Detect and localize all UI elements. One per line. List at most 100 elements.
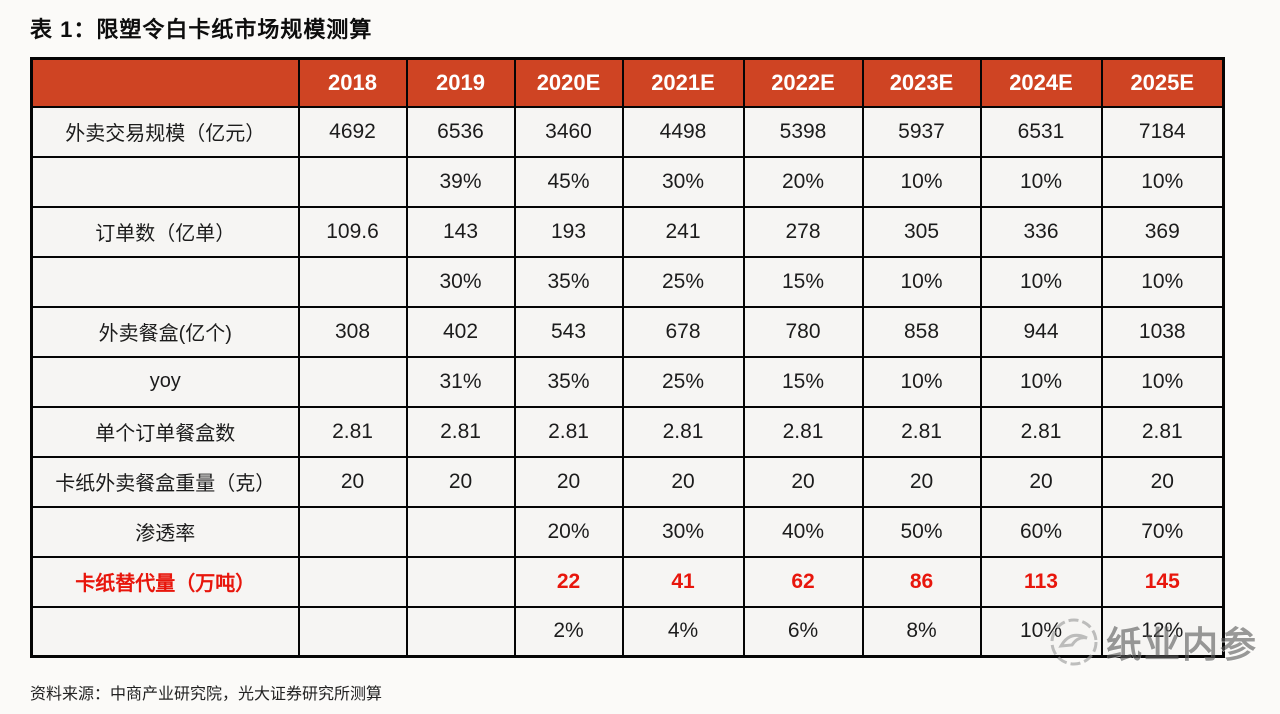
row-label: 外卖餐盒(亿个) [30, 305, 300, 358]
data-cell: 10% [1100, 255, 1225, 308]
data-cell: 143 [405, 205, 516, 258]
column-header-2020e: 2020E [513, 57, 624, 108]
data-cell [297, 355, 408, 408]
data-cell: 3460 [513, 105, 624, 158]
data-cell: 20 [621, 455, 745, 508]
table-row: 卡纸外卖餐盒重量（克） 20 20 20 20 20 20 20 20 [30, 455, 1225, 508]
data-cell: 7184 [1100, 105, 1225, 158]
table-row: 2% 4% 6% 8% 10% 12% [30, 605, 1225, 658]
data-cell: 15% [742, 355, 864, 408]
row-label [30, 605, 300, 658]
data-cell: 2.81 [297, 405, 408, 458]
row-label: 卡纸替代量（万吨） [30, 555, 300, 608]
data-cell [297, 605, 408, 658]
column-header-2024e: 2024E [979, 57, 1103, 108]
data-cell: 60% [979, 505, 1103, 558]
row-label: 渗透率 [30, 505, 300, 558]
row-label: 订单数（亿单） [30, 205, 300, 258]
table-row: 39% 45% 30% 20% 10% 10% 10% [30, 155, 1225, 208]
table-row: yoy 31% 35% 25% 15% 10% 10% 10% [30, 355, 1225, 408]
data-cell: 35% [513, 255, 624, 308]
data-cell: 20% [513, 505, 624, 558]
data-cell: 543 [513, 305, 624, 358]
column-header-2019: 2019 [405, 57, 516, 108]
table-row: 订单数（亿单） 109.6 143 193 241 278 305 336 369 [30, 205, 1225, 258]
data-cell: 193 [513, 205, 624, 258]
table-row: 单个订单餐盒数 2.81 2.81 2.81 2.81 2.81 2.81 2.81 2.81 [30, 405, 1225, 458]
data-cell: 10% [1100, 355, 1225, 408]
data-cell: 1038 [1100, 305, 1225, 358]
row-label: 单个订单餐盒数 [30, 405, 300, 458]
data-cell: 2% [513, 605, 624, 658]
table-title: 表 1：限塑令白卡纸市场规模测算 [30, 17, 373, 42]
data-cell: 10% [979, 255, 1103, 308]
data-cell [405, 605, 516, 658]
data-cell: 70% [1100, 505, 1225, 558]
data-cell: 369 [1100, 205, 1225, 258]
table-row: 外卖交易规模（亿元） 4692 6536 3460 4498 5398 5937 6531 71… [30, 105, 1225, 158]
data-cell: 2.81 [979, 405, 1103, 458]
table-row: 渗透率 20% 30% 40% 50% 60% 70% [30, 505, 1225, 558]
data-cell: 2.81 [513, 405, 624, 458]
data-cell: 858 [861, 305, 982, 358]
data-cell: 45% [513, 155, 624, 208]
row-label: yoy [30, 355, 300, 408]
data-cell: 305 [861, 205, 982, 258]
column-header-2023e: 2023E [861, 57, 982, 108]
data-cell: 402 [405, 305, 516, 358]
data-cell: 8% [861, 605, 982, 658]
data-cell [405, 505, 516, 558]
data-cell: 4692 [297, 105, 408, 158]
data-cell: 20 [405, 455, 516, 508]
data-cell: 86 [861, 555, 982, 608]
data-cell: 944 [979, 305, 1103, 358]
data-cell: 30% [405, 255, 516, 308]
data-cell: 5398 [742, 105, 864, 158]
data-cell: 10% [861, 155, 982, 208]
data-cell: 10% [979, 155, 1103, 208]
source-note: 资料来源：中商产业研究院，光大证券研究所测算 [30, 686, 383, 703]
data-cell: 30% [621, 155, 745, 208]
data-cell: 10% [1100, 155, 1225, 208]
row-label-column-header [30, 57, 300, 108]
row-label [30, 155, 300, 208]
column-header-2018: 2018 [297, 57, 408, 108]
data-cell: 2.81 [742, 405, 864, 458]
market-table: 2018 2019 2020E 2021E 2022E 2023E 2024E 2025E 外… [30, 57, 1225, 658]
data-cell: 4% [621, 605, 745, 658]
table-row: 卡纸替代量（万吨） 22 41 62 86 113 145 [30, 555, 1225, 608]
data-cell: 50% [861, 505, 982, 558]
data-cell: 20 [861, 455, 982, 508]
data-cell: 10% [861, 355, 982, 408]
data-cell: 2.81 [405, 405, 516, 458]
data-cell: 30% [621, 505, 745, 558]
column-header-2022e: 2022E [742, 57, 864, 108]
data-cell: 2.81 [861, 405, 982, 458]
data-cell: 6536 [405, 105, 516, 158]
data-cell [297, 555, 408, 608]
data-cell: 15% [742, 255, 864, 308]
data-cell: 22 [513, 555, 624, 608]
data-cell [297, 505, 408, 558]
data-cell: 20 [1100, 455, 1225, 508]
row-label: 卡纸外卖餐盒重量（克） [30, 455, 300, 508]
data-cell: 20 [297, 455, 408, 508]
column-header-2025e: 2025E [1100, 57, 1225, 108]
data-cell: 62 [742, 555, 864, 608]
data-cell [297, 155, 408, 208]
data-cell: 241 [621, 205, 745, 258]
data-cell: 25% [621, 355, 745, 408]
data-cell: 6% [742, 605, 864, 658]
data-cell: 278 [742, 205, 864, 258]
data-cell: 678 [621, 305, 745, 358]
data-cell: 10% [979, 605, 1103, 658]
data-cell: 10% [979, 355, 1103, 408]
row-label: 外卖交易规模（亿元） [30, 105, 300, 158]
data-cell: 109.6 [297, 205, 408, 258]
data-cell: 780 [742, 305, 864, 358]
data-cell [405, 555, 516, 608]
data-cell: 20 [742, 455, 864, 508]
data-cell: 2.81 [1100, 405, 1225, 458]
data-cell: 2.81 [621, 405, 745, 458]
